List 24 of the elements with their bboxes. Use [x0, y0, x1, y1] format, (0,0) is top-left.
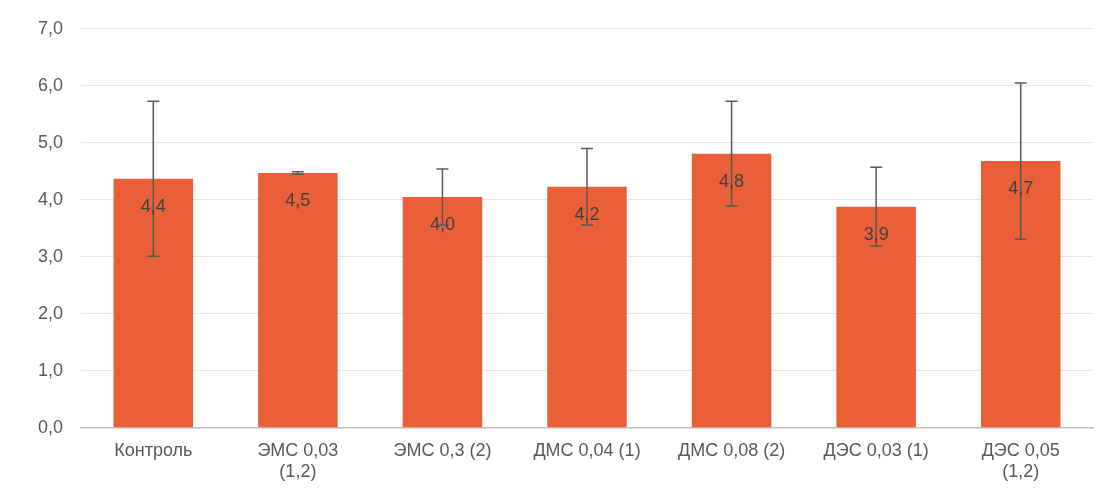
bar	[113, 178, 194, 428]
y-tick-label: 2,0	[37, 302, 64, 323]
x-tick-label: ДЭС 0,03 (1)	[823, 439, 929, 460]
y-tick-label: 1,0	[37, 359, 64, 380]
bar	[691, 153, 772, 428]
x-tick-label: ЭМС 0,03 (1,2)	[257, 439, 339, 482]
data-label: 4,0	[429, 213, 455, 234]
y-tick-label: 7,0	[37, 17, 64, 38]
x-tick-label: ЭМС 0,3 (2)	[393, 439, 492, 460]
bar	[402, 196, 483, 428]
bar	[980, 161, 1061, 428]
y-tick-label: 3,0	[37, 245, 64, 266]
y-tick-label: 4,0	[37, 188, 64, 209]
bar	[258, 173, 338, 428]
data-label: 4,5	[285, 189, 311, 210]
x-tick-label: ДЭС 0,05 (1,2)	[981, 439, 1060, 482]
bar	[547, 186, 627, 428]
bar	[836, 206, 916, 428]
x-tick-label: ДМС 0,04 (1)	[533, 439, 641, 460]
y-tick-label: 0,0	[37, 416, 64, 437]
x-tick-label: ДМС 0,08 (2)	[677, 439, 786, 460]
y-tick-label: 6,0	[37, 74, 64, 95]
y-tick-label: 5,0	[37, 131, 64, 152]
x-tick-label: Контроль	[114, 439, 193, 460]
